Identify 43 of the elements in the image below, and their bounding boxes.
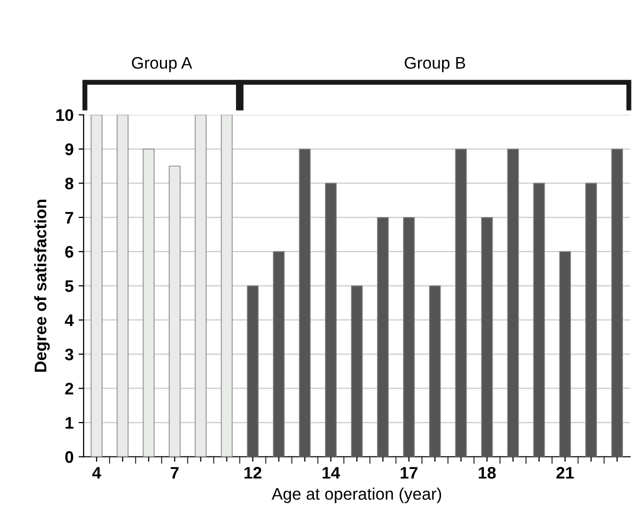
bar — [350, 285, 363, 457]
x-tick-label: 21 — [556, 466, 574, 479]
x-tick-label: 12 — [244, 466, 262, 479]
bar — [142, 148, 155, 457]
x-axis-title: Age at operation (year) — [272, 488, 442, 504]
bar — [455, 148, 467, 457]
x-tick-label: 4 — [92, 467, 102, 479]
y-tick-label: 5 — [65, 280, 74, 292]
bar — [377, 216, 389, 457]
y-tick-label: 10 — [56, 109, 74, 122]
y-tick-label: 6 — [65, 246, 74, 258]
bar — [90, 114, 102, 457]
bar — [559, 251, 571, 457]
bar — [481, 216, 493, 457]
bar — [611, 148, 624, 457]
text: Group B — [404, 57, 466, 72]
bar — [298, 148, 311, 457]
y-tick-label: 9 — [65, 143, 74, 156]
x-tick-label: 7 — [170, 467, 179, 479]
bar — [533, 182, 545, 457]
y-tick-label: 0 — [65, 451, 74, 463]
y-tick-label: 4 — [64, 314, 74, 326]
y-axis-title: Degree of satisfaction — [34, 200, 50, 372]
bar — [116, 114, 129, 457]
bar — [403, 216, 415, 457]
bar — [324, 182, 337, 457]
x-tick-label: 18 — [478, 466, 496, 479]
x-tick-label: 14 — [322, 467, 340, 479]
bar — [429, 285, 441, 457]
bar — [246, 285, 259, 457]
bar — [168, 166, 181, 457]
y-tick-label: 7 — [65, 212, 74, 224]
bar — [272, 251, 285, 457]
y-tick-label: 2 — [65, 382, 74, 394]
bar — [507, 148, 519, 457]
text: Group A — [132, 57, 192, 72]
bar — [585, 182, 597, 457]
y-tick-label: 3 — [64, 348, 74, 360]
y-tick-label: 8 — [65, 178, 74, 190]
bar — [220, 114, 233, 457]
x-tick-label: 17 — [400, 467, 418, 479]
y-tick-label: 1 — [66, 417, 74, 429]
bar — [194, 114, 207, 457]
